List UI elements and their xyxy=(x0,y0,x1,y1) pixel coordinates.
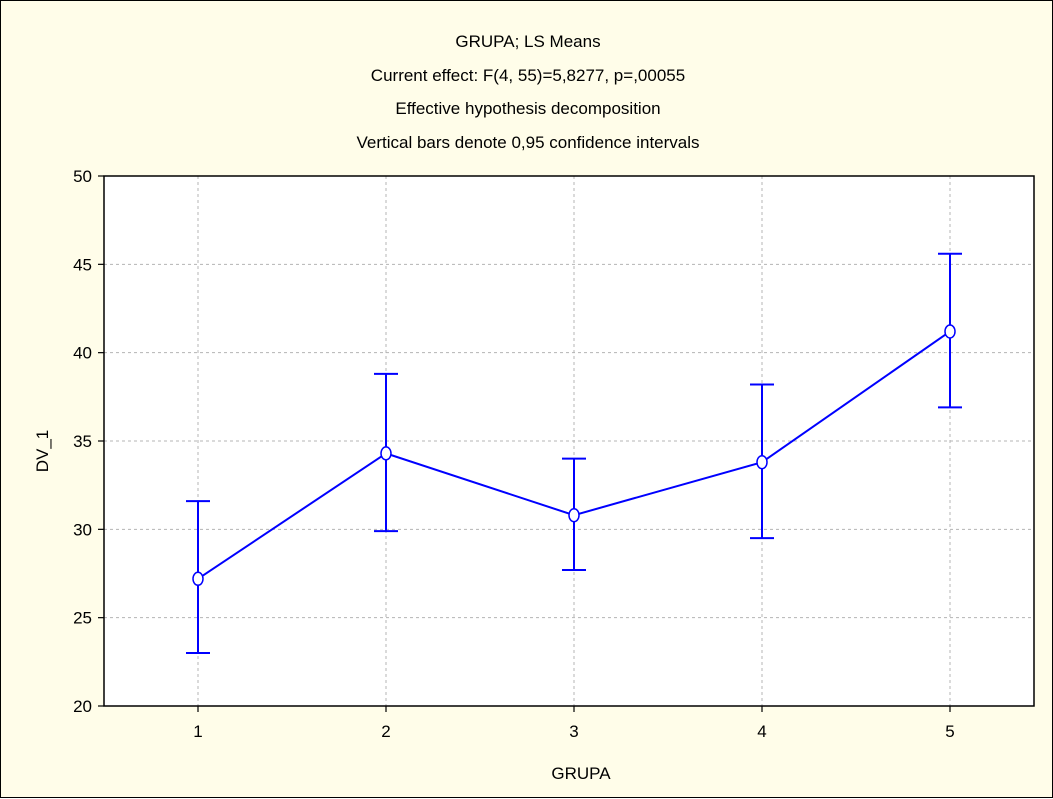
y-tick-label: 25 xyxy=(73,609,92,628)
y-axis-ticks: 20 25 30 35 40 45 50 xyxy=(73,167,104,716)
title-line-4: Vertical bars denote 0,95 confidence int… xyxy=(356,133,699,152)
grid-lines xyxy=(104,176,1034,706)
y-tick-label: 50 xyxy=(73,167,92,186)
mean-markers xyxy=(192,324,956,587)
x-tick-label: 4 xyxy=(757,722,766,741)
plot-frame xyxy=(103,175,1035,707)
y-tick-label: 45 xyxy=(73,255,92,274)
title-line-2: Current effect: F(4, 55)=5,8277, p=,0005… xyxy=(371,66,685,85)
y-axis-label: DV_1 xyxy=(33,430,52,473)
mean-marker xyxy=(568,507,580,523)
y-tick-label: 20 xyxy=(73,697,92,716)
mean-marker xyxy=(192,571,204,587)
x-tick-label: 1 xyxy=(193,722,202,741)
title-line-1: GRUPA; LS Means xyxy=(455,32,600,51)
mean-marker xyxy=(380,446,392,461)
x-tick-label: 3 xyxy=(569,722,578,741)
x-axis-label: GRUPA xyxy=(551,764,611,783)
y-tick-label: 30 xyxy=(73,520,92,539)
x-tick-label: 5 xyxy=(945,722,954,741)
title-line-3: Effective hypothesis decomposition xyxy=(395,99,660,118)
y-tick-label: 40 xyxy=(73,344,92,363)
mean-marker xyxy=(756,454,768,470)
x-axis-ticks: 1 2 3 4 5 xyxy=(193,706,955,741)
y-tick-label: 35 xyxy=(73,432,92,451)
chart-title: GRUPA; LS Means Current effect: F(4, 55)… xyxy=(356,32,699,152)
x-tick-label: 2 xyxy=(381,722,390,741)
mean-marker xyxy=(944,324,956,339)
